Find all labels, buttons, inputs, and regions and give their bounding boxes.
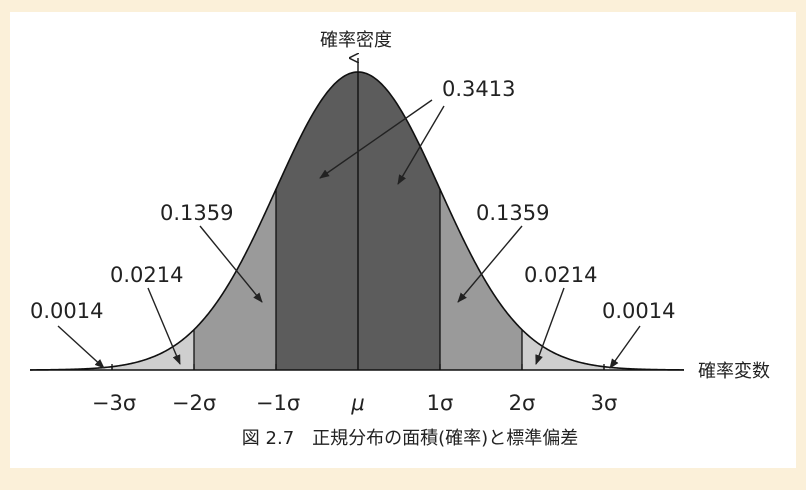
tick-minus-1-sigma: −1σ <box>256 391 300 415</box>
tick-minus-3-sigma: −3σ <box>92 391 136 415</box>
tick-minus-2-sigma: −2σ <box>172 391 216 415</box>
pointer-tail-right <box>609 325 641 369</box>
pointer-one-two-right <box>457 225 523 303</box>
label-center-area: 0.3413 <box>442 77 515 101</box>
x-axis-label: 確率変数 <box>698 361 770 382</box>
two-three-sigma-left-region <box>112 329 194 370</box>
pointer-center-right <box>397 105 445 185</box>
tick-2-sigma: 2σ <box>509 391 536 415</box>
pointer-one-two-left <box>199 225 263 303</box>
label-one-two-right: 0.1359 <box>476 201 549 225</box>
pointer-two-three-right <box>535 287 565 365</box>
pointer-center-left <box>319 99 433 179</box>
tick-3-sigma: 3σ <box>591 391 618 415</box>
normal-distribution-diagram: 確率密度 確率変数 −3σ −2σ −1σ μ 1σ 2σ 3σ 0.3413 … <box>30 30 770 449</box>
label-tail-left: 0.0014 <box>30 299 103 323</box>
two-three-sigma-right-region <box>522 329 604 370</box>
label-one-two-left: 0.1359 <box>160 201 233 225</box>
label-two-three-left: 0.0214 <box>110 263 183 287</box>
figure-panel: 確率密度 確率変数 −3σ −2σ −1σ μ 1σ 2σ 3σ 0.3413 … <box>10 12 796 468</box>
label-two-three-right: 0.0214 <box>524 263 597 287</box>
y-axis-label: 確率密度 <box>320 30 392 51</box>
label-tail-right: 0.0014 <box>602 299 675 323</box>
figure-caption: 図 2.7 正規分布の面積(確率)と標準偏差 <box>242 428 578 449</box>
bell-curve <box>30 71 685 371</box>
pointer-two-three-left <box>147 287 181 365</box>
tick-1-sigma: 1σ <box>427 391 454 415</box>
pointer-tail-left <box>57 325 105 369</box>
tick-mu: μ <box>350 391 364 415</box>
